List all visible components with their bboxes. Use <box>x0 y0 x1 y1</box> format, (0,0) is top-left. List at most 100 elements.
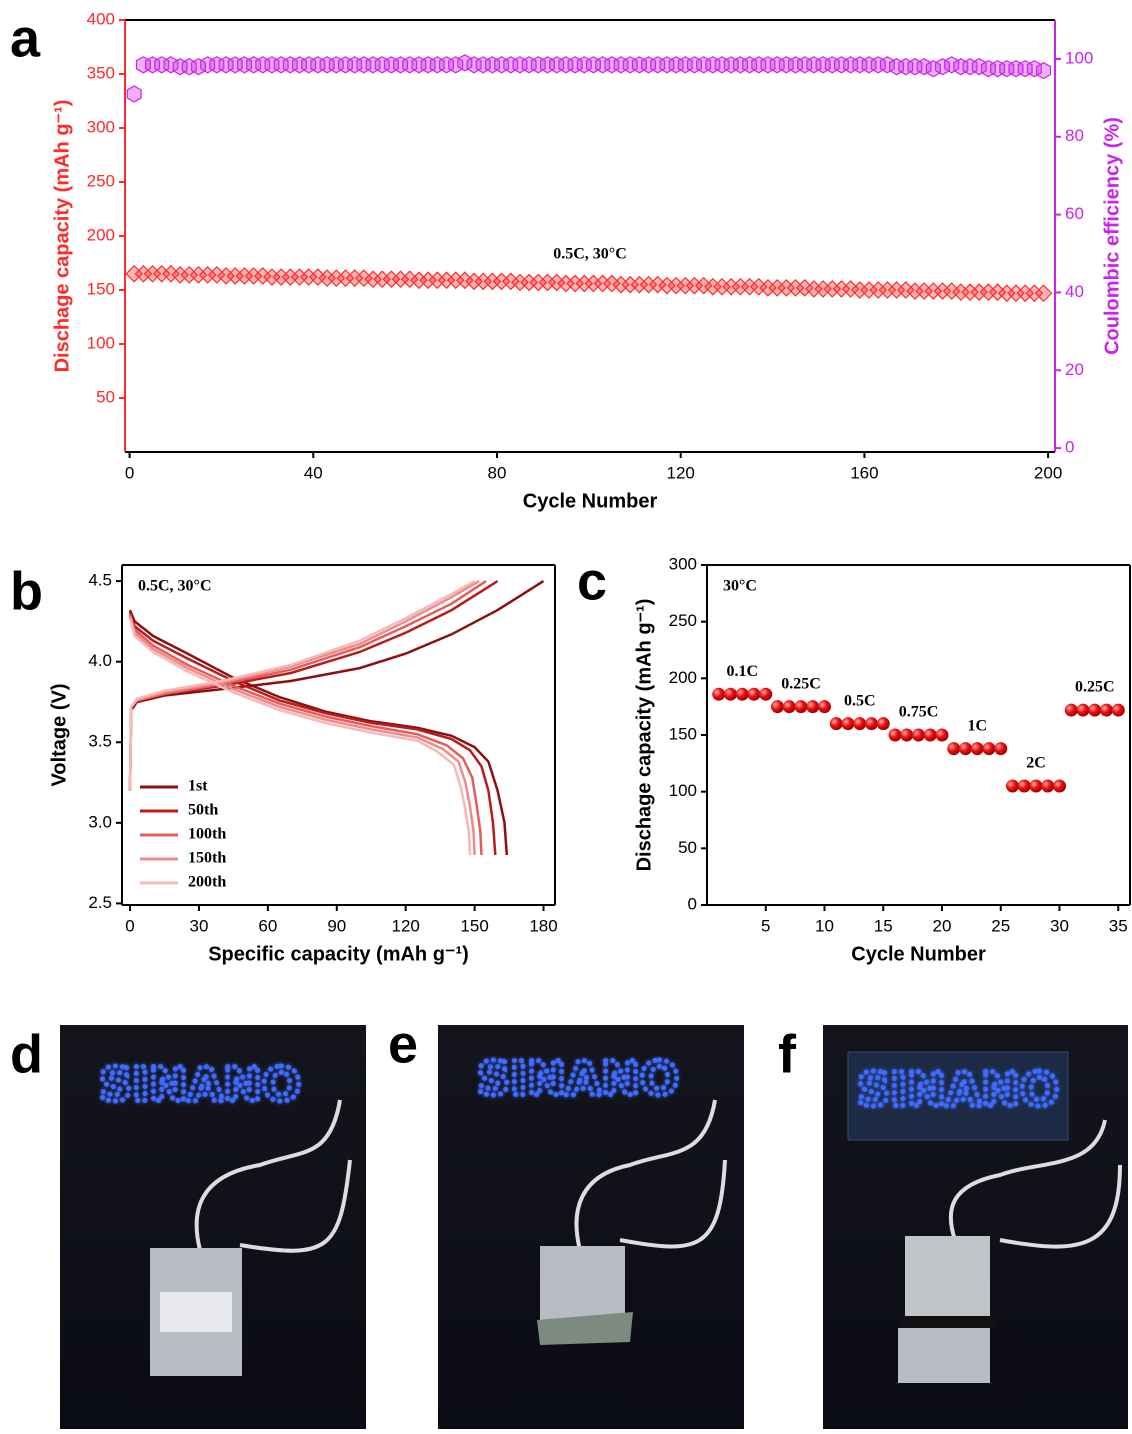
data-point <box>291 56 308 74</box>
y-tick-label: 400 <box>87 9 115 28</box>
data-point <box>301 56 317 74</box>
y-tick-label: 3.0 <box>88 812 112 831</box>
data-point <box>457 54 473 72</box>
data-point <box>492 272 511 291</box>
led-sign: SINANO <box>99 1058 301 1112</box>
data-point <box>299 268 318 286</box>
x-tick-label: 15 <box>874 916 893 935</box>
y2-tick-label: 20 <box>1065 360 1084 379</box>
data-point <box>566 274 584 293</box>
x-tick-label: 0 <box>125 916 134 935</box>
legend-label: 200th <box>188 874 226 891</box>
led-sign: SINANO <box>477 1052 679 1106</box>
y-tick-label: 4.5 <box>88 571 112 590</box>
data-point <box>263 268 281 286</box>
data-point <box>345 269 364 287</box>
data-point <box>226 267 245 285</box>
rate-label: 0.75C <box>899 704 939 721</box>
data-point <box>805 280 823 298</box>
data-point <box>419 271 437 290</box>
curve <box>128 580 499 856</box>
data-point <box>244 267 263 285</box>
data-point <box>906 282 924 300</box>
data-point <box>1007 284 1025 303</box>
data-point <box>712 687 726 701</box>
y-tick-label: 100 <box>87 333 115 352</box>
data-point <box>696 56 712 74</box>
data-point <box>915 282 933 300</box>
y-tick-label: 250 <box>669 611 697 630</box>
cable <box>574 1099 727 1251</box>
photo: SINANO SINANO <box>438 1025 744 1429</box>
data-point <box>154 56 170 74</box>
data-point <box>925 59 941 78</box>
data-point <box>923 728 937 742</box>
data-point <box>947 742 961 756</box>
y-tick-label: 200 <box>669 668 697 687</box>
panel-label: c <box>577 551 607 611</box>
data-point <box>484 56 500 74</box>
data-point <box>200 56 216 74</box>
x-tick-label: 5 <box>761 916 770 935</box>
data-point <box>538 273 557 292</box>
data-point <box>829 717 843 731</box>
data-point <box>557 274 575 293</box>
data-point <box>1100 703 1113 717</box>
data-point <box>747 687 761 701</box>
data-point <box>979 283 998 302</box>
led-panel <box>847 1051 1069 1141</box>
data-point <box>876 717 890 731</box>
rate-label: 0.5C <box>844 692 876 709</box>
data-point <box>806 700 820 714</box>
x-tick-label: 200 <box>1034 463 1062 482</box>
data-point <box>731 277 750 296</box>
data-point <box>676 276 695 295</box>
data-point <box>1053 779 1066 793</box>
data-point <box>575 274 594 293</box>
data-point <box>273 56 289 74</box>
legend-label: 1st <box>188 778 208 795</box>
data-point <box>713 277 731 296</box>
data-point <box>751 56 767 74</box>
data-point <box>722 277 741 296</box>
data-point <box>1076 703 1090 717</box>
data-point <box>429 56 445 74</box>
data-point <box>912 728 925 742</box>
data-point <box>1088 703 1102 717</box>
y-tick-label: 200 <box>87 225 115 244</box>
data-point <box>832 280 851 298</box>
data-point <box>907 58 923 76</box>
data-point <box>402 56 418 74</box>
data-point <box>520 273 538 292</box>
data-point <box>621 275 640 294</box>
data-point <box>475 56 491 74</box>
data-point <box>641 56 657 74</box>
data-point <box>1017 59 1033 78</box>
data-point <box>530 56 546 74</box>
data-point <box>889 58 905 76</box>
data-point <box>898 58 914 76</box>
data-point <box>327 269 346 287</box>
data-point <box>732 56 748 74</box>
x-tick-label: 30 <box>1050 916 1069 935</box>
data-point <box>1111 703 1125 717</box>
data-point <box>806 56 822 74</box>
data-point <box>437 271 456 290</box>
data-point <box>558 56 574 74</box>
data-point <box>759 687 773 701</box>
data-point <box>181 58 197 76</box>
data-point <box>356 56 372 74</box>
data-point <box>1034 284 1053 303</box>
data-point <box>944 56 960 74</box>
data-point <box>1025 284 1044 303</box>
data-point <box>797 56 813 74</box>
y-tick-label: 0 <box>688 894 697 913</box>
data-point <box>255 56 271 74</box>
data-point <box>180 266 199 284</box>
data-point <box>1026 59 1042 78</box>
data-point <box>622 56 638 74</box>
data-point <box>319 56 335 74</box>
y-tick-label: 350 <box>87 63 115 82</box>
data-point <box>1029 779 1043 793</box>
x-tick-label: 10 <box>815 916 834 935</box>
